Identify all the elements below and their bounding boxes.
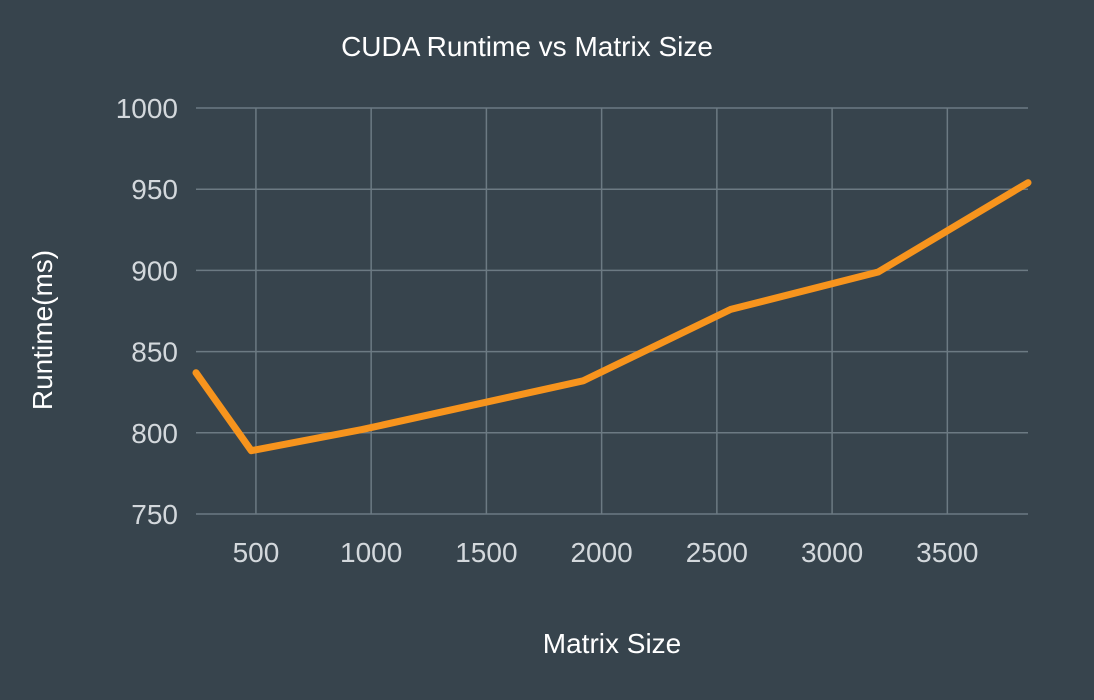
x-axis-ticks: 500 1000 1500 2000 2500 3000 3500 (233, 537, 979, 568)
y-tick-label: 950 (131, 174, 178, 205)
series-line-0 (192, 179, 1032, 455)
y-tick-label: 1000 (116, 93, 178, 124)
data-point (582, 380, 584, 382)
data-point (877, 271, 879, 273)
x-tick-label: 1500 (455, 537, 517, 568)
x-tick-label: 3000 (801, 537, 863, 568)
x-tick-label: 3500 (916, 537, 978, 568)
series-layer (192, 179, 1032, 455)
data-point (361, 429, 363, 431)
y-axis-ticks: 750 800 850 900 950 1000 (116, 93, 178, 530)
x-tick-label: 500 (233, 537, 280, 568)
y-tick-label: 800 (131, 418, 178, 449)
y-tick-label: 900 (131, 255, 178, 286)
data-point (195, 372, 197, 374)
y-tick-label: 750 (131, 499, 178, 530)
y-tick-label: 850 (131, 337, 178, 368)
y-axis-label: Runtime(ms) (27, 250, 58, 410)
x-tick-label: 2500 (686, 537, 748, 568)
data-point (250, 450, 252, 452)
x-axis-label: Matrix Size (543, 628, 681, 659)
x-tick-label: 1000 (340, 537, 402, 568)
grid-lines (196, 107, 1028, 515)
data-point (508, 396, 510, 398)
data-point (1027, 182, 1029, 184)
chart-title: CUDA Runtime vs Matrix Size (341, 31, 713, 62)
data-point (730, 308, 732, 310)
x-tick-label: 2000 (570, 537, 632, 568)
